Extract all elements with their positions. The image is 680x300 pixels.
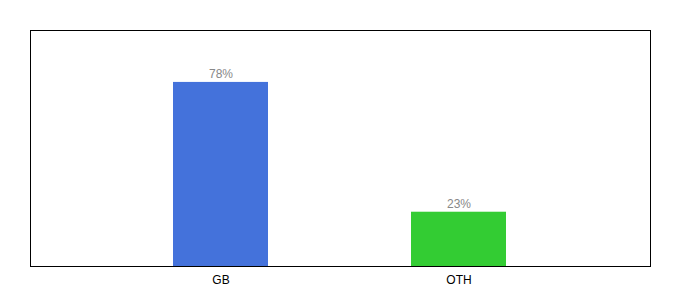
svg-text:78%: 78%	[209, 67, 233, 81]
svg-text:GB: GB	[212, 273, 229, 287]
svg-text:OTH: OTH	[446, 273, 471, 287]
svg-text:23%: 23%	[447, 197, 471, 211]
